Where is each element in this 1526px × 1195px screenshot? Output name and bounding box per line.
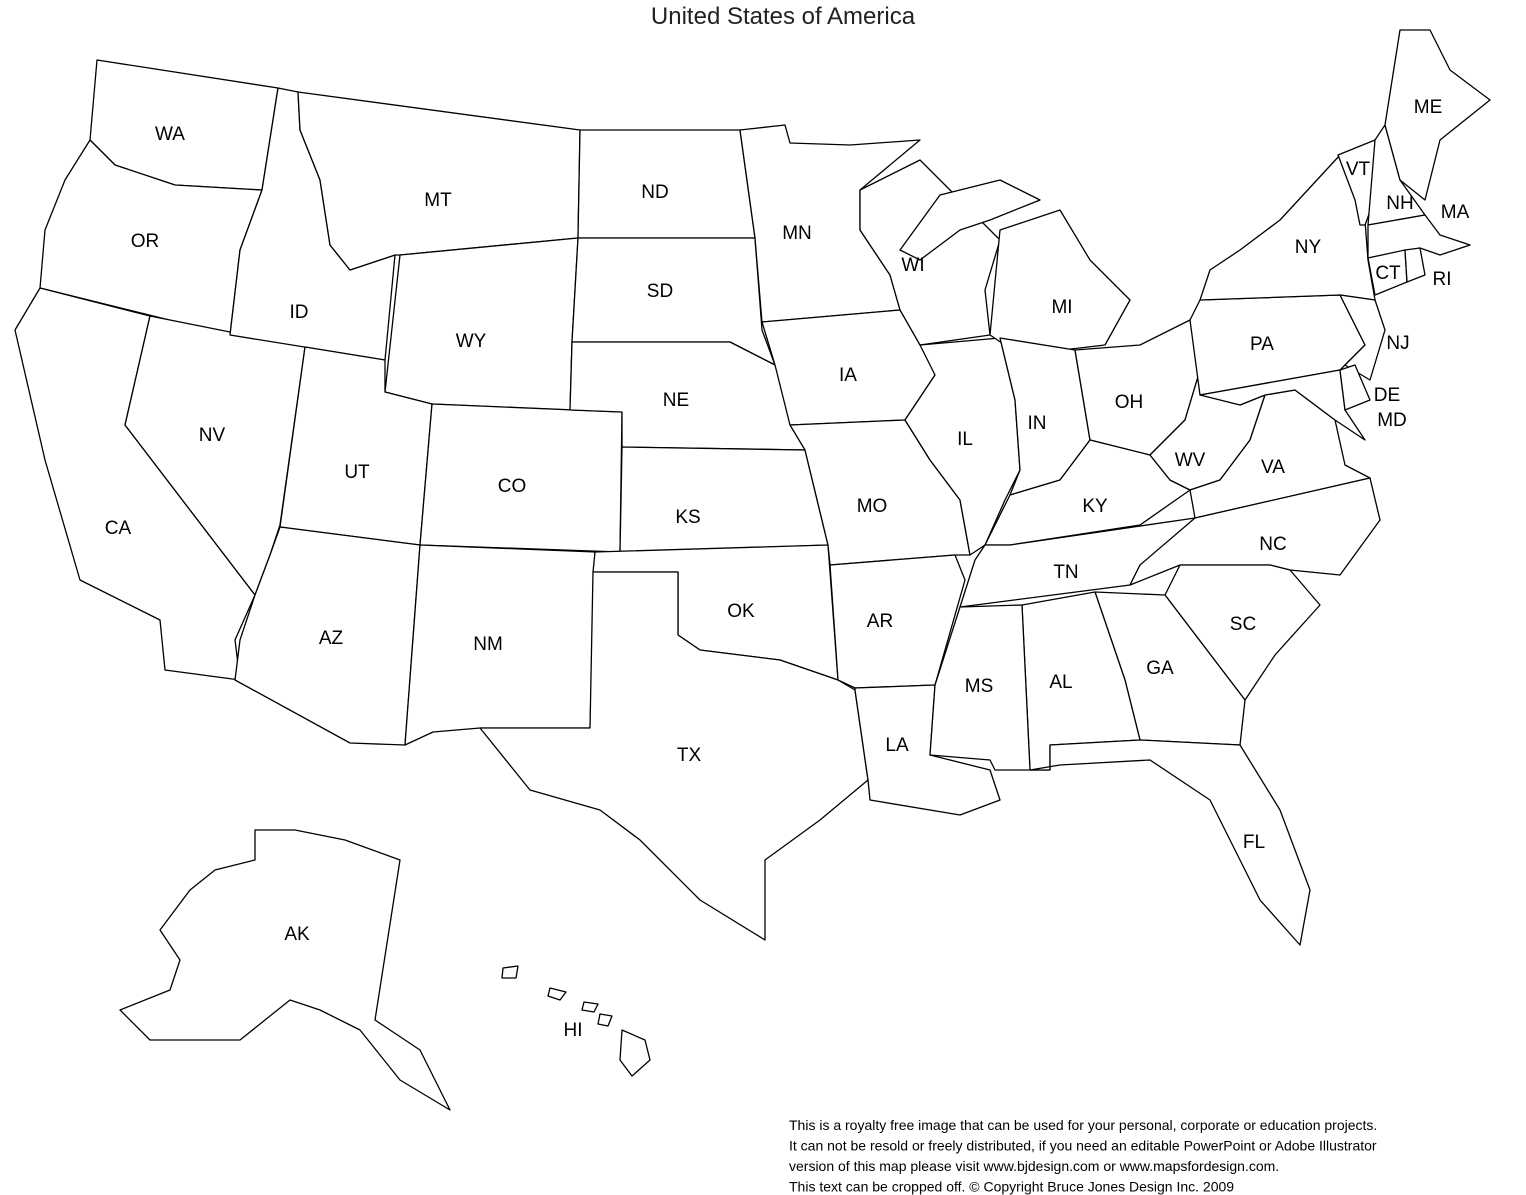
state-labels: WA OR CA NV ID MT WY UT CO AZ NM ND SD NE KS OK TX MN IA MO… [105, 97, 1470, 1041]
footer: This is a royalty free image that can be… [789, 1117, 1377, 1195]
state-label: HI [564, 1020, 583, 1041]
state-shape [929, 604, 1031, 771]
state-label: PA [1250, 334, 1274, 355]
state-label: GA [1146, 658, 1174, 679]
state-label: WY [456, 331, 487, 352]
state-shape [899, 179, 1041, 261]
state-label: MI [1051, 297, 1072, 318]
state-shape [1404, 247, 1426, 283]
state-label: MD [1377, 410, 1407, 431]
state-label: OR [131, 231, 160, 252]
state-label: UT [344, 462, 370, 483]
state-label: AK [284, 924, 310, 945]
state-label: IL [957, 429, 973, 450]
state-shape [501, 965, 519, 979]
state-label: NE [663, 390, 689, 411]
state-shape [619, 446, 829, 553]
state-label: ND [641, 182, 668, 203]
state-label: TN [1053, 562, 1078, 583]
state-shape [619, 1029, 651, 1077]
state-label: MS [965, 676, 994, 697]
footer-line: This is a royalty free image that can be… [789, 1117, 1377, 1133]
state-shape [479, 571, 869, 941]
state-label: ID [290, 302, 309, 323]
state-label: IN [1028, 413, 1047, 434]
state-label: MO [857, 496, 888, 517]
state-shape [1384, 29, 1491, 201]
state-label: MN [782, 223, 812, 244]
state-label: OH [1115, 392, 1144, 413]
state-label: AR [867, 611, 893, 632]
map-title: United States of America [651, 3, 916, 30]
state-label: DE [1374, 385, 1400, 406]
state-label: CO [498, 476, 527, 497]
state-label: MT [424, 190, 452, 211]
state-shape [1029, 739, 1311, 946]
state-shape [1339, 294, 1386, 381]
state-shape [384, 237, 579, 411]
footer-line: It can not be resold or freely distribut… [789, 1138, 1377, 1154]
state-shape [581, 1001, 599, 1013]
state-label: ME [1414, 97, 1443, 118]
state-label: VA [1261, 457, 1285, 478]
state-label: IA [839, 365, 857, 386]
state-label: VT [1346, 159, 1371, 180]
state-label: NV [199, 425, 226, 446]
state-label: WA [155, 124, 185, 145]
state-shape [1367, 124, 1426, 226]
state-label: NM [473, 634, 503, 655]
state-label: NY [1295, 237, 1322, 258]
state-shape [119, 829, 451, 1111]
state-label: OK [727, 601, 755, 622]
state-shape [597, 1013, 613, 1027]
state-label: WV [1175, 450, 1206, 471]
state-label: RI [1433, 269, 1452, 290]
state-label: AZ [319, 628, 344, 649]
state-label: NH [1386, 193, 1413, 214]
state-label: KS [675, 507, 700, 528]
state-label: KY [1082, 496, 1108, 517]
state-label: SD [647, 281, 673, 302]
footer-line: This text can be cropped off. © Copyrigh… [789, 1179, 1234, 1195]
state-label: WI [901, 255, 924, 276]
state-label: NJ [1386, 333, 1409, 354]
state-label: AL [1049, 672, 1072, 693]
state-shape [1339, 364, 1371, 411]
state-label: LA [885, 735, 909, 756]
state-label: SC [1230, 614, 1256, 635]
footer-line: version of this map please visit www.bjd… [789, 1158, 1279, 1174]
state-label: CA [105, 518, 132, 539]
state-label: MA [1441, 202, 1470, 223]
state-label: TX [677, 745, 702, 766]
state-label: NC [1259, 534, 1286, 555]
states [14, 29, 1491, 1111]
state-shape [989, 209, 1131, 356]
state-label: FL [1243, 832, 1265, 853]
state-label: CT [1375, 263, 1401, 284]
state-shape [547, 987, 567, 1001]
